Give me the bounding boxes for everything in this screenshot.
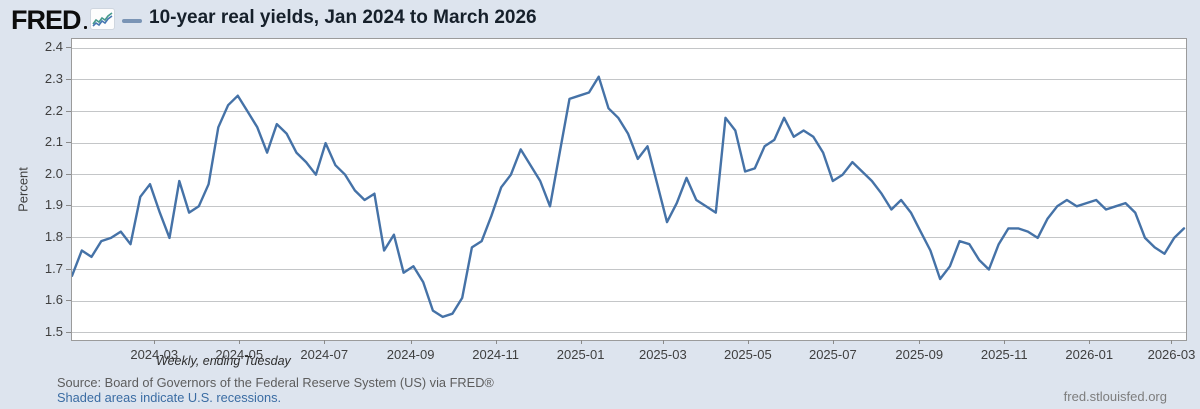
line-series-svg bbox=[72, 75, 1186, 319]
gridline bbox=[72, 174, 1186, 176]
x-axis-tick bbox=[747, 340, 749, 344]
fred-sparkline-icon bbox=[90, 8, 115, 30]
x-axis-tick-label: 2025-03 bbox=[638, 347, 687, 362]
site-url: fred.stlouisfed.org bbox=[1063, 389, 1167, 404]
x-axis-tick bbox=[832, 340, 834, 344]
x-axis-tick-label: 2024-07 bbox=[300, 347, 349, 362]
y-axis-tick bbox=[66, 173, 71, 175]
x-axis-tick-label: 2025-07 bbox=[808, 347, 857, 362]
x-axis-tick-label: 2025-11 bbox=[980, 347, 1028, 362]
y-axis-tick bbox=[66, 47, 71, 49]
source-text: Source: Board of Governors of the Federa… bbox=[57, 375, 494, 390]
gridline bbox=[72, 332, 1186, 334]
series-legend-dash bbox=[122, 19, 142, 23]
y-axis-tick bbox=[66, 78, 71, 80]
gridline bbox=[72, 237, 1186, 239]
gridline bbox=[72, 111, 1186, 112]
y-axis-tick bbox=[66, 300, 71, 302]
x-axis-tick-label: 2024-09 bbox=[386, 347, 435, 362]
frequency-note: Weekly, ending Tuesday bbox=[156, 354, 291, 368]
x-axis-tick-label: 2026-03 bbox=[1147, 347, 1196, 362]
y-axis-tick-label: 1.7 bbox=[44, 260, 63, 276]
y-axis-tick bbox=[66, 268, 71, 270]
x-axis-tick bbox=[1004, 340, 1006, 344]
x-axis-tick bbox=[495, 340, 497, 344]
x-axis-tick-label: 2025-05 bbox=[723, 347, 772, 362]
y-axis-tick-label: 1.6 bbox=[44, 292, 63, 308]
x-axis-tick-label: 2025-01 bbox=[556, 347, 605, 362]
fred-logo: FRED bbox=[11, 5, 81, 35]
x-axis-tick bbox=[919, 340, 921, 344]
chart-title: 10-year real yields, Jan 2024 to March 2… bbox=[149, 7, 537, 28]
y-axis-tick-label: 2.3 bbox=[44, 70, 63, 86]
y-axis-tick-label: 1.9 bbox=[44, 197, 63, 213]
x-axis-tick-label: 2026-01 bbox=[1065, 347, 1114, 362]
gridline bbox=[72, 142, 1186, 144]
x-axis-tick bbox=[154, 340, 156, 344]
x-axis-tick bbox=[1171, 340, 1173, 344]
y-axis-tick bbox=[66, 142, 71, 144]
x-axis-tick-label: 2024-05 bbox=[215, 347, 264, 362]
y-axis-tick-label: 2.1 bbox=[44, 134, 63, 150]
x-axis-tick bbox=[1089, 340, 1091, 344]
gridline bbox=[72, 47, 1186, 49]
y-axis-tick-label: 2.4 bbox=[44, 39, 63, 55]
y-axis-tick bbox=[66, 331, 71, 333]
y-axis-tick-label: 2.0 bbox=[44, 165, 63, 181]
x-axis-tick-label: 2025-09 bbox=[895, 347, 944, 362]
x-axis-tick-label: 2024-03 bbox=[130, 347, 179, 362]
gridline bbox=[72, 79, 1186, 81]
plot-area: Weekly, ending Tuesday bbox=[71, 38, 1187, 368]
x-axis-tick bbox=[324, 340, 326, 344]
x-axis-tick bbox=[662, 340, 664, 344]
x-axis-tick bbox=[580, 340, 582, 344]
y-axis-tick-label: 2.2 bbox=[44, 102, 63, 118]
y-axis-title: Percent bbox=[15, 167, 31, 212]
recession-note-link[interactable]: Shaded areas indicate U.S. recessions. bbox=[57, 390, 282, 405]
y-axis-tick-label: 1.8 bbox=[44, 228, 63, 244]
gridline bbox=[72, 269, 1186, 270]
gridline bbox=[72, 300, 1186, 302]
yield-line-series bbox=[72, 75, 1186, 319]
x-axis-tick-label: 2024-11 bbox=[472, 347, 519, 362]
x-axis-tick bbox=[410, 340, 412, 344]
logo-dot bbox=[84, 26, 87, 29]
y-axis-tick-label: 1.5 bbox=[44, 323, 63, 339]
gridline bbox=[72, 205, 1186, 207]
y-axis-tick bbox=[66, 236, 71, 238]
y-axis-tick bbox=[66, 205, 71, 207]
y-axis-tick bbox=[66, 110, 71, 112]
x-axis-tick bbox=[239, 340, 241, 344]
